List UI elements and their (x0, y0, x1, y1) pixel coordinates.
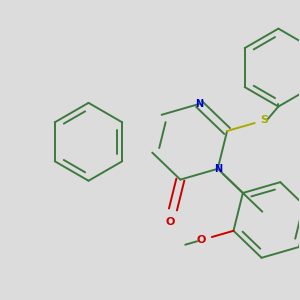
Text: N: N (214, 164, 222, 174)
Text: O: O (165, 218, 174, 227)
Text: S: S (260, 115, 268, 125)
Text: N: N (195, 99, 203, 109)
Text: O: O (196, 235, 206, 245)
